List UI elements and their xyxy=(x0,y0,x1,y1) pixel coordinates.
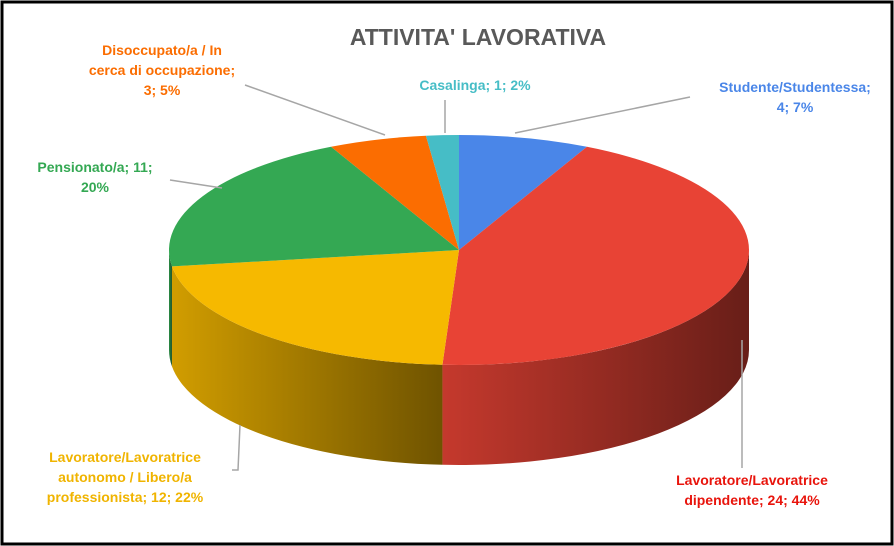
data-label: Casalinga; 1; 2% xyxy=(419,77,531,93)
leader-line xyxy=(232,424,241,471)
leader-line xyxy=(514,96,691,134)
slice-side xyxy=(171,266,443,465)
leader-line xyxy=(244,84,386,136)
slice xyxy=(442,146,749,365)
data-label: 20% xyxy=(81,179,110,195)
slice-side xyxy=(169,250,172,367)
data-label: Disoccupato/a / In xyxy=(102,42,222,58)
slice xyxy=(169,146,459,267)
slice-side xyxy=(442,250,749,466)
data-label: Lavoratore/Lavoratrice xyxy=(676,472,828,488)
chart-title: ATTIVITA' LAVORATIVA xyxy=(350,24,606,50)
slice xyxy=(459,135,587,250)
data-label: cerca di occupazione; xyxy=(89,62,235,78)
data-label: dipendente; 24; 44% xyxy=(684,492,820,508)
data-label: professionista; 12; 22% xyxy=(47,489,204,505)
data-label: Pensionato/a; 11; xyxy=(37,159,152,175)
slice xyxy=(425,135,459,250)
data-label: 3; 5% xyxy=(144,82,181,98)
data-label: autonomo / Libero/a xyxy=(58,469,192,485)
data-label: Lavoratore/Lavoratrice xyxy=(49,449,201,465)
slice xyxy=(171,250,459,365)
data-label: 4; 7% xyxy=(777,99,814,115)
leader-line xyxy=(169,179,223,189)
data-label: Studente/Studentessa; xyxy=(719,79,871,95)
slice xyxy=(331,135,459,250)
